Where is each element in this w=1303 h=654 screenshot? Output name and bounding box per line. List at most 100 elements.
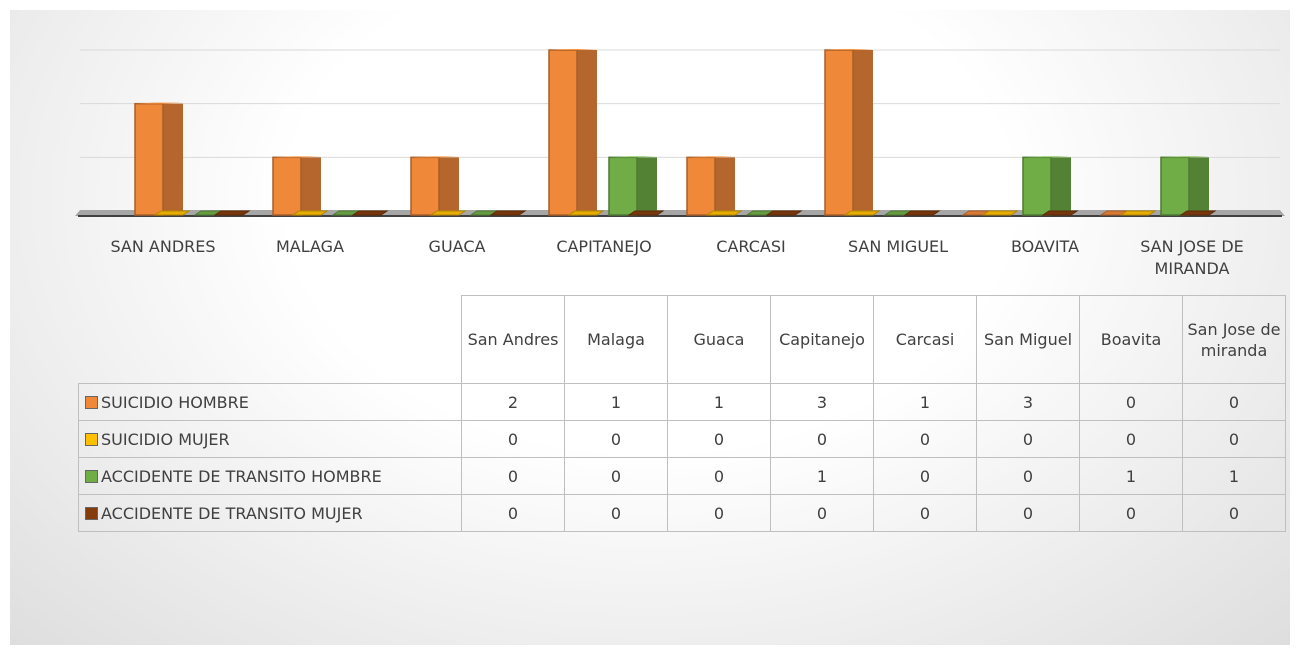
bar (824, 49, 854, 216)
table-value: 0 (564, 457, 668, 495)
bar (705, 210, 743, 216)
bar (1179, 210, 1217, 216)
table-value: 0 (770, 420, 874, 458)
bar (981, 210, 1019, 216)
table-value: 0 (1079, 494, 1183, 532)
table-value: 0 (976, 420, 1080, 458)
x-tick-label: GUACA (428, 237, 486, 256)
bar (351, 210, 389, 216)
x-tick-label: CAPITANEJO (556, 237, 652, 256)
bar-top (411, 156, 459, 158)
table-header: San Andres (461, 295, 565, 384)
x-tick-label: MALAGA (275, 237, 345, 256)
bar-side (301, 157, 321, 215)
table-header: San Miguel (976, 295, 1080, 384)
table-value: 0 (1079, 383, 1183, 421)
bar-side (577, 50, 597, 215)
legend-label: SUICIDIO MUJER (101, 429, 230, 449)
bar-side (853, 50, 873, 215)
bar (627, 210, 665, 216)
table-header: San Jose de miranda (1182, 295, 1286, 384)
table-value: 0 (873, 494, 977, 532)
table-value: 1 (667, 383, 771, 421)
bar (291, 210, 329, 216)
bar-side (1051, 157, 1071, 215)
table-value: 1 (564, 383, 668, 421)
legend-key (85, 432, 98, 446)
legend-entry: SUICIDIO HOMBRE (78, 383, 462, 421)
legend-label: ACCIDENTE DE TRANSITO MUJER (101, 503, 363, 523)
x-tick-label: SAN JOSE DE MIRANDA (1140, 237, 1244, 278)
table-value: 1 (873, 383, 977, 421)
bar (489, 210, 527, 216)
bar (608, 156, 638, 216)
bar-top (135, 102, 183, 104)
legend-label: SUICIDIO HOMBRE (101, 392, 249, 412)
table-value: 3 (770, 383, 874, 421)
x-tick-label: CARCASI (716, 237, 786, 256)
table-header: Malaga (564, 295, 668, 384)
table-row: ACCIDENTE DE TRANSITO HOMBRE 0 0 0 1 0 0 1 1 (78, 457, 1286, 495)
table-value: 0 (667, 457, 771, 495)
table-value: 0 (667, 494, 771, 532)
legend-entry: SUICIDIO MUJER (78, 420, 462, 458)
table-value: 0 (976, 494, 1080, 532)
bar-top (609, 156, 657, 158)
legend-key (85, 469, 98, 483)
table-header-row: San Andres Malaga Guaca Capitanejo Carcasi Sa… (78, 295, 1286, 384)
table-value: 0 (461, 457, 565, 495)
bar (548, 49, 578, 216)
table-header: Carcasi (873, 295, 977, 384)
bar (153, 210, 191, 216)
legend-label: ACCIDENTE DE TRANSITO HOMBRE (101, 466, 382, 486)
bar-top (549, 49, 597, 50)
table-header: Guaca (667, 295, 771, 384)
table-value: 1 (1079, 457, 1183, 495)
bar (410, 156, 440, 216)
bar-top (1023, 156, 1071, 158)
bar (134, 102, 164, 216)
table-value: 0 (770, 494, 874, 532)
bar (1022, 156, 1052, 216)
table-value: 1 (770, 457, 874, 495)
data-table: San Andres Malaga Guaca Capitanejo Carcasi Sa… (78, 295, 1286, 532)
table-value: 0 (873, 457, 977, 495)
bar (1119, 210, 1157, 216)
bar (213, 210, 251, 216)
table-row: SUICIDIO MUJER 0 0 0 0 0 0 0 0 (78, 420, 1286, 458)
bar-side (1189, 157, 1209, 215)
table-value: 0 (564, 420, 668, 458)
bar (765, 210, 803, 216)
table-value: 0 (564, 494, 668, 532)
bar-top (1161, 156, 1209, 158)
legend-entry: ACCIDENTE DE TRANSITO HOMBRE (78, 457, 462, 495)
bar (567, 210, 605, 216)
table-row: SUICIDIO HOMBRE 2 1 1 3 1 3 0 0 (78, 383, 1286, 421)
bar (1160, 156, 1190, 216)
table-header: Boavita (1079, 295, 1183, 384)
bar (429, 210, 467, 216)
legend-entry: ACCIDENTE DE TRANSITO MUJER (78, 494, 462, 532)
bar-top (273, 156, 321, 158)
legend-key (85, 395, 98, 409)
bar (903, 210, 941, 216)
table-corner (78, 295, 462, 384)
bar (1041, 210, 1079, 216)
table-value: 0 (976, 457, 1080, 495)
bar-side (637, 157, 657, 215)
table-row: ACCIDENTE DE TRANSITO MUJER 0 0 0 0 0 0 0 0 (78, 494, 1286, 532)
legend-key (85, 506, 98, 520)
bar-side (715, 157, 735, 215)
table-value: 0 (1182, 494, 1286, 532)
bar-top (687, 156, 735, 158)
bar-top (825, 49, 873, 50)
bar (272, 156, 302, 216)
table-value: 1 (1182, 457, 1286, 495)
table-header: Capitanejo (770, 295, 874, 384)
table-value: 2 (461, 383, 565, 421)
x-tick-label: SAN MIGUEL (847, 237, 949, 256)
table-value: 0 (1182, 383, 1286, 421)
table-value: 3 (976, 383, 1080, 421)
x-tick-label: SAN ANDRES (110, 237, 216, 256)
